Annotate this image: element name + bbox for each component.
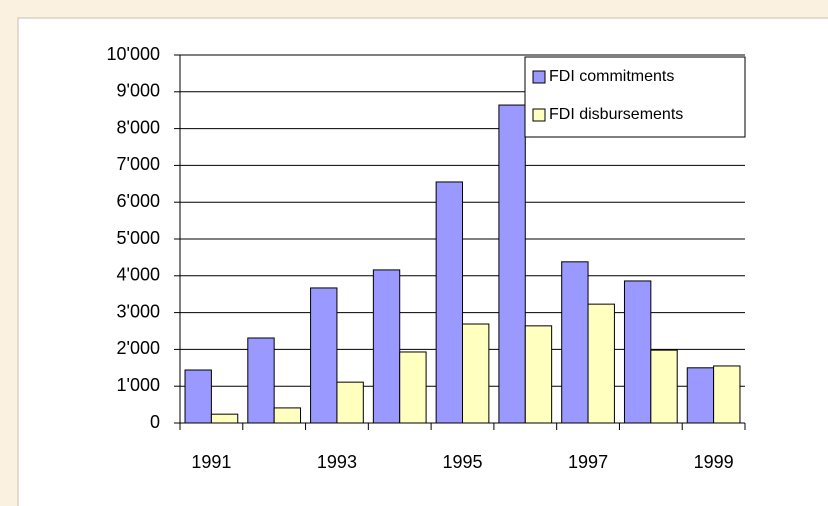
x-tick-label: 1999: [694, 452, 734, 472]
bar: [623, 280, 652, 424]
bar: [713, 365, 741, 424]
bar: [310, 287, 338, 424]
bar: [372, 269, 401, 424]
bar: [435, 181, 463, 424]
y-tick-label: 10'000: [107, 44, 161, 64]
y-tick-label: 2'000: [117, 338, 160, 358]
bar: [650, 349, 678, 424]
bar: [561, 261, 589, 424]
bar: [273, 407, 302, 424]
x-tick-label: 1991: [191, 452, 231, 472]
y-tick-label: 8'000: [117, 117, 160, 137]
legend-label: FDI disbursements: [549, 106, 683, 123]
bar: [210, 413, 239, 424]
y-tick-label: 9'000: [117, 81, 160, 101]
legend-swatch: [532, 108, 546, 122]
x-tick-label: 1993: [317, 452, 357, 472]
bar: [184, 369, 212, 424]
bar: [336, 381, 364, 424]
bar: [587, 303, 615, 424]
y-tick-label: 4'000: [117, 265, 160, 285]
y-tick-label: 5'000: [117, 228, 160, 248]
x-tick-label: 1995: [442, 452, 482, 472]
bar: [498, 104, 526, 424]
y-tick-label: 0: [150, 412, 160, 432]
bar: [686, 367, 715, 424]
bar: [524, 325, 553, 424]
y-tick-label: 6'000: [117, 191, 160, 211]
bar: [399, 351, 427, 424]
y-tick-label: 3'000: [117, 301, 160, 321]
legend-label: FDI commitments: [549, 68, 674, 85]
y-tick-label: 7'000: [117, 154, 160, 174]
x-tick-label: 1997: [568, 452, 608, 472]
y-tick-label: 1'000: [117, 375, 160, 395]
bar: [247, 337, 275, 424]
legend: FDI commitments FDI disbursements: [524, 56, 746, 138]
legend-swatch: [532, 70, 546, 84]
bar: [462, 323, 490, 424]
legend-box: [524, 56, 746, 138]
